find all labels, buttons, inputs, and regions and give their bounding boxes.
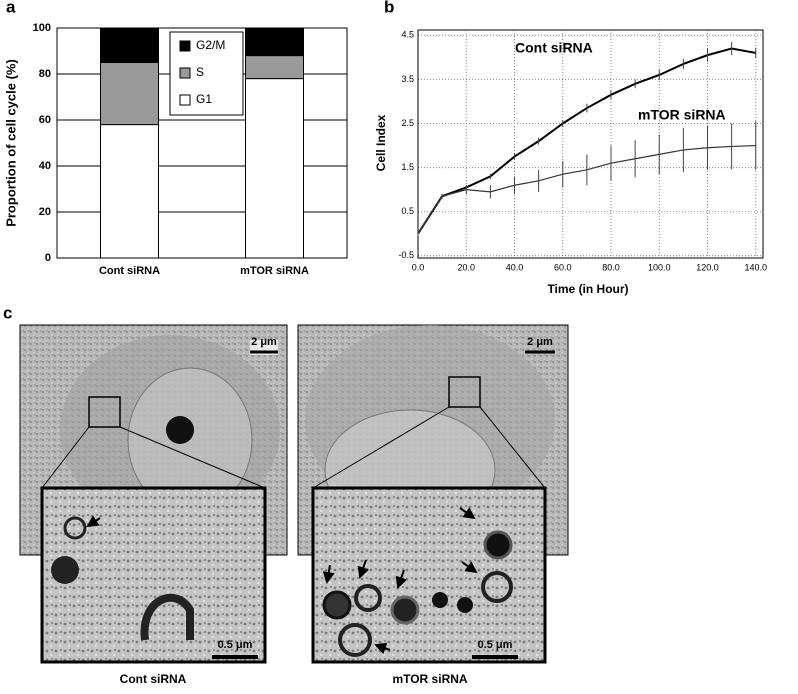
y-axis-label: Cell Index bbox=[374, 114, 388, 171]
panel-label: b bbox=[384, 0, 394, 16]
bar-segment bbox=[245, 55, 304, 80]
caption: mTOR siRNA bbox=[392, 672, 467, 686]
x-axis-label: Time (in Hour) bbox=[547, 282, 628, 296]
autophagosome bbox=[457, 597, 473, 613]
arrow bbox=[374, 642, 391, 655]
bar-segment bbox=[245, 78, 304, 259]
y-tick-label: 3.5 bbox=[401, 74, 414, 84]
series-label: mTOR siRNA bbox=[638, 107, 726, 123]
plot-frame bbox=[56, 27, 348, 259]
y-tick-label: 40 bbox=[39, 160, 51, 172]
autophagosome bbox=[390, 595, 420, 625]
x-tick-label: 20.0 bbox=[457, 262, 475, 272]
panel-label: a bbox=[6, 0, 16, 16]
x-tick-label: mTOR siRNA bbox=[240, 265, 309, 277]
autophagosome bbox=[481, 571, 513, 603]
plot-frame bbox=[417, 29, 764, 259]
zoom-line bbox=[312, 406, 450, 489]
legend-swatch bbox=[179, 94, 191, 106]
y-tick-label: 20 bbox=[39, 206, 51, 218]
y-tick-label: 2.5 bbox=[401, 118, 414, 128]
zoom-line bbox=[119, 426, 266, 489]
arrow bbox=[86, 515, 101, 528]
x-tick-label: Cont siRNA bbox=[99, 265, 160, 277]
inset bbox=[311, 486, 547, 664]
micrographs: 2 μm 2 μm 0.5 μm 0.5 μm bbox=[19, 324, 569, 664]
legend-swatch bbox=[179, 67, 191, 79]
bar-segment bbox=[100, 27, 159, 63]
x-tick-label: 0.0 bbox=[412, 262, 425, 272]
x-tick-label: 120.0 bbox=[696, 262, 719, 272]
zoom-box bbox=[448, 376, 481, 408]
legend-swatch bbox=[179, 40, 191, 52]
y-tick-label: -0.5 bbox=[398, 250, 414, 260]
nucleolus bbox=[166, 416, 194, 444]
caption: Cont siRNA bbox=[120, 672, 187, 686]
autophagosome bbox=[483, 530, 513, 560]
y-axis-label: Proportion of cell cycle (%) bbox=[3, 59, 18, 227]
y-tick-label: 80 bbox=[39, 68, 51, 80]
zoom-line bbox=[479, 406, 546, 489]
y-tick-label: 0.5 bbox=[401, 206, 414, 216]
legend-label: S bbox=[196, 65, 204, 79]
y-tick-label: 1.5 bbox=[401, 162, 414, 172]
scale-label: 0.5 μm bbox=[218, 639, 253, 651]
x-tick-label: 80.0 bbox=[602, 262, 620, 272]
arrow bbox=[322, 564, 335, 584]
autophagosome bbox=[322, 590, 352, 620]
y-tick-label: 60 bbox=[39, 114, 51, 126]
scale-label: 2 μm bbox=[527, 336, 553, 348]
mitochondrion bbox=[140, 593, 194, 641]
bar-segment bbox=[100, 62, 159, 126]
arrow bbox=[459, 507, 476, 520]
legend-label: G2/M bbox=[196, 38, 225, 52]
scale-label: 0.5 μm bbox=[478, 639, 513, 651]
vesicle bbox=[63, 516, 87, 540]
zoom-line bbox=[41, 426, 90, 489]
bar-segment bbox=[100, 124, 159, 259]
y-tick-label: 0 bbox=[45, 252, 51, 264]
x-tick-label: 100.0 bbox=[648, 262, 671, 272]
zoom-box bbox=[88, 396, 121, 428]
x-tick-label: 40.0 bbox=[506, 262, 524, 272]
x-tick-label: 60.0 bbox=[554, 262, 572, 272]
autophagosome bbox=[354, 584, 382, 612]
autophagosome bbox=[338, 623, 372, 657]
arrow bbox=[461, 561, 478, 574]
panel-label: c bbox=[3, 303, 12, 322]
y-tick-label: 100 bbox=[33, 22, 51, 34]
series-line bbox=[417, 47, 756, 235]
inset bbox=[40, 486, 267, 664]
legend-label: G1 bbox=[196, 92, 212, 106]
arrow bbox=[357, 559, 369, 579]
series-label: Cont siRNA bbox=[515, 40, 593, 56]
x-tick-label: 140.0 bbox=[744, 262, 767, 272]
autophagosome bbox=[432, 592, 448, 608]
vesicle bbox=[51, 556, 79, 584]
bar-segment bbox=[245, 27, 304, 57]
arrow bbox=[395, 569, 407, 589]
scale-label: 2 μm bbox=[251, 336, 277, 348]
y-tick-label: 4.5 bbox=[401, 30, 414, 40]
